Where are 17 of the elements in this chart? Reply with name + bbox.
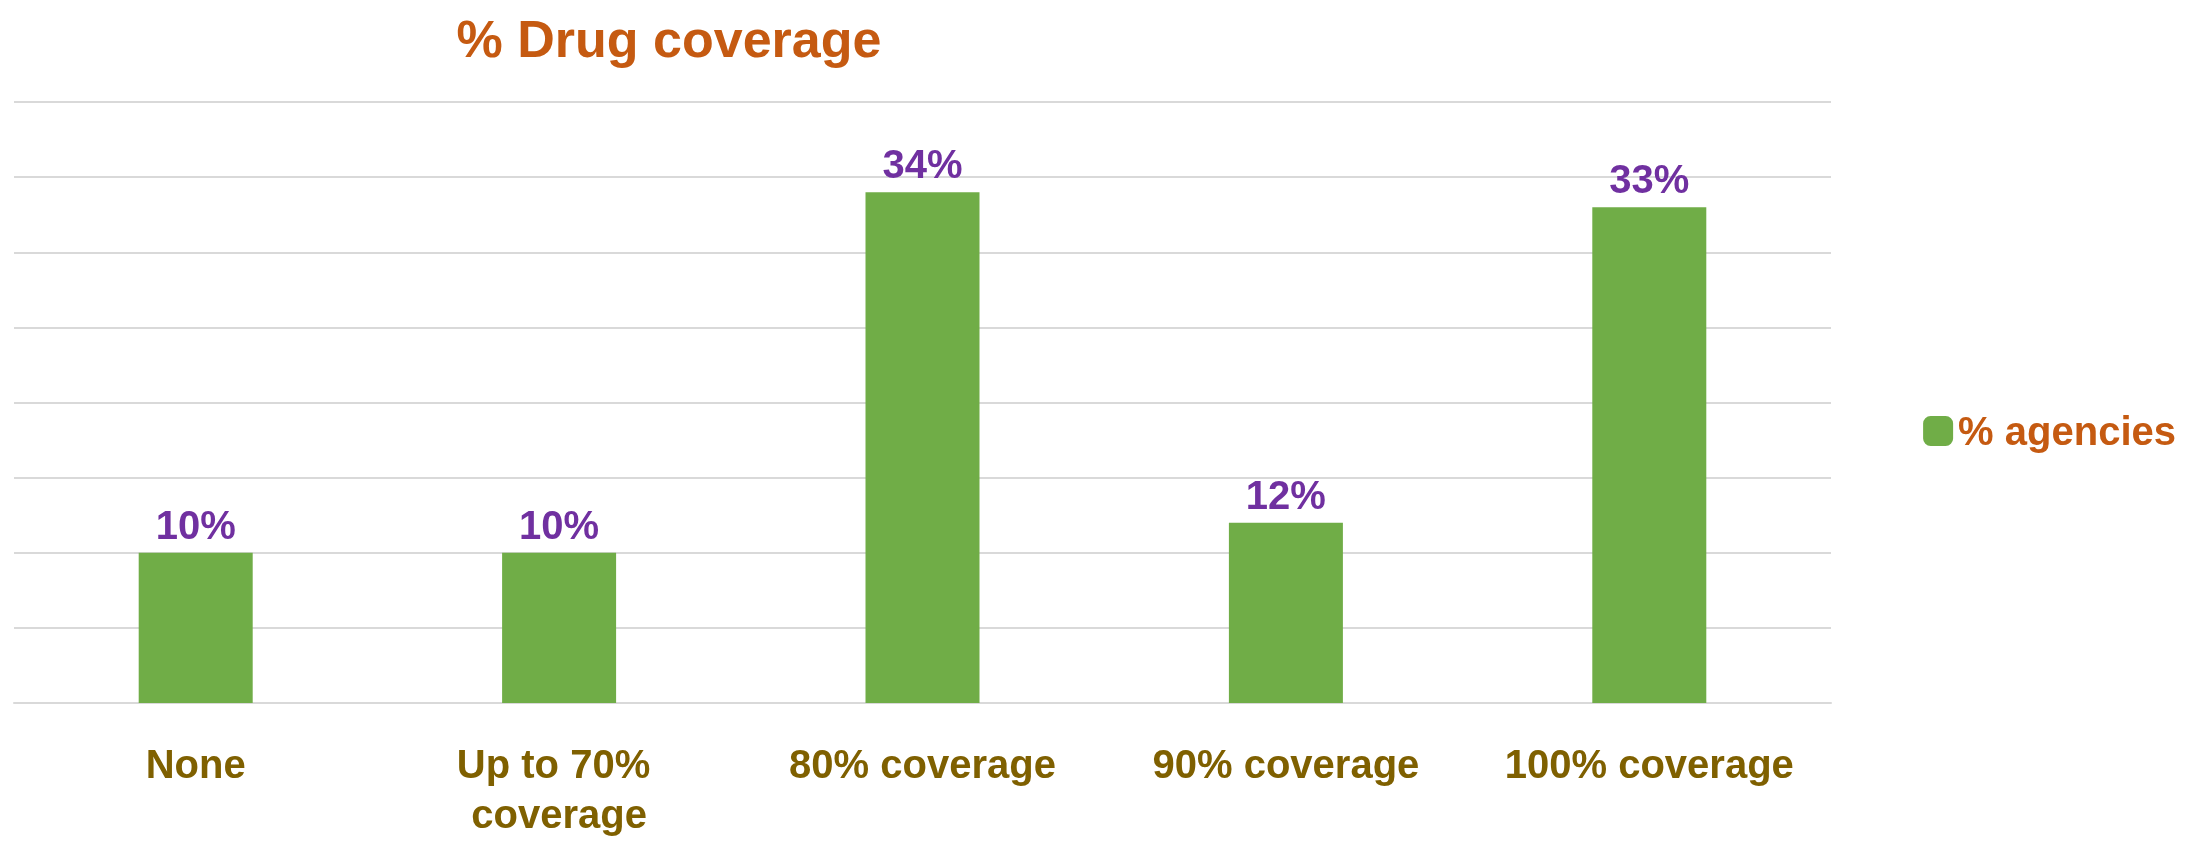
bar xyxy=(502,552,617,703)
x-tick-label: 80% coverage xyxy=(789,742,1056,786)
bar xyxy=(865,192,980,703)
bar xyxy=(138,552,253,703)
legend-label: % agencies xyxy=(1958,409,2176,453)
bar xyxy=(1592,207,1707,703)
data-label: 33% xyxy=(1609,157,1690,202)
x-tick-label: Up to 70% coverage xyxy=(456,742,662,836)
data-label: 10% xyxy=(155,502,236,547)
x-tick-label: None xyxy=(145,742,246,786)
bar xyxy=(1228,522,1343,703)
chart-title: % Drug coverage xyxy=(456,10,882,68)
x-tick-label: 90% coverage xyxy=(1152,742,1420,786)
x-tick-label: 100% coverage xyxy=(1504,742,1794,786)
data-label: 10% xyxy=(519,502,600,547)
data-label: 12% xyxy=(1245,472,1326,517)
data-label: 34% xyxy=(882,142,963,187)
